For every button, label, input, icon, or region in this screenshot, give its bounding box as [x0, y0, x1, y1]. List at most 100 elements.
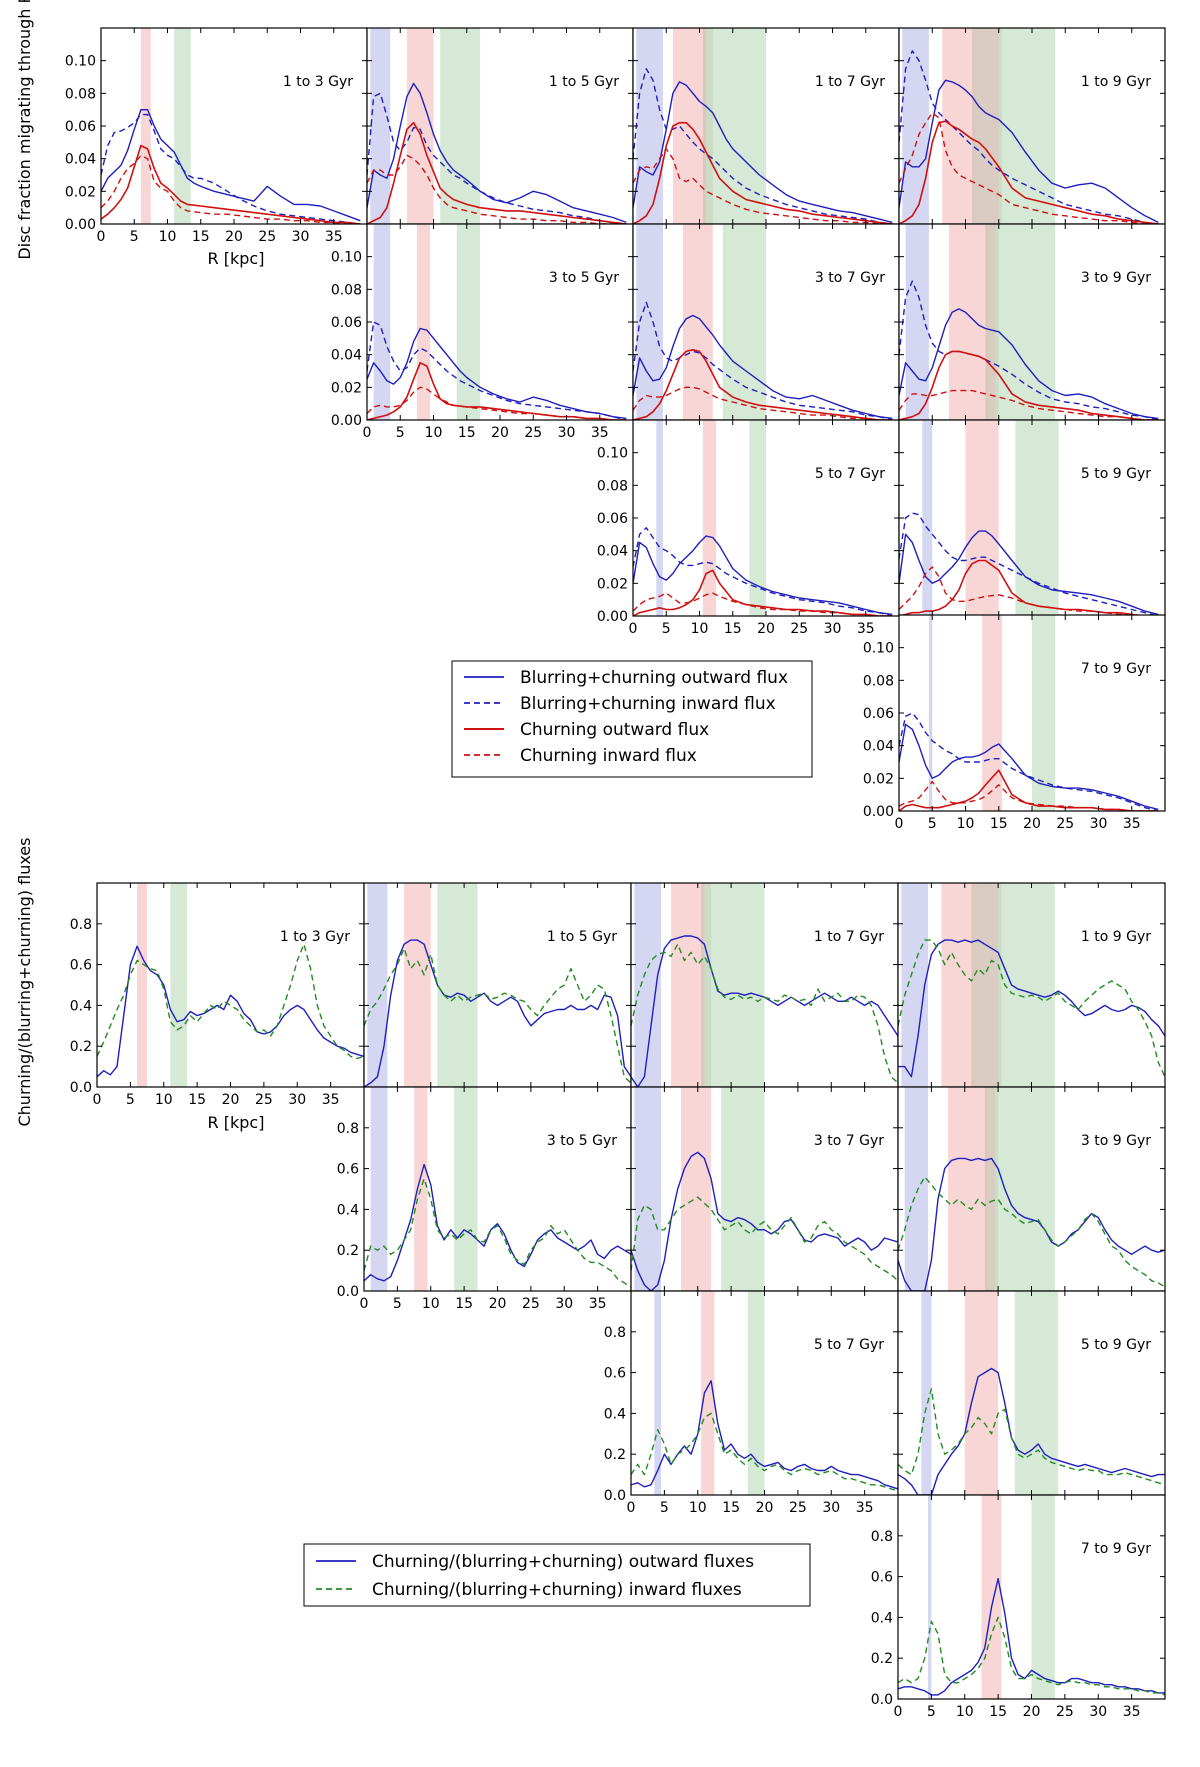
- series-line-blue-solid: [899, 79, 1159, 224]
- x-tick-label: 30: [824, 621, 842, 637]
- y-tick-label: 0.10: [863, 641, 894, 657]
- y-tick-label: 0.0: [604, 1488, 626, 1504]
- series-line-green-dashed: [898, 939, 1165, 1078]
- panel-plot-area: [631, 883, 898, 1087]
- x-tick-label: 5: [393, 1296, 402, 1312]
- y-tick-label: 0.8: [70, 917, 92, 933]
- legend-label: Churning outward flux: [520, 720, 709, 740]
- x-tick-label: 5: [130, 229, 139, 245]
- y-tick-label: 0.02: [331, 380, 362, 396]
- x-tick-label: 30: [288, 1092, 306, 1108]
- series-line-blue-solid: [633, 81, 893, 224]
- blue-region-band: [654, 1291, 662, 1495]
- x-tick-label: 30: [822, 1500, 840, 1516]
- x-tick-label: 20: [225, 229, 243, 245]
- panel-plot-area: [898, 1087, 1165, 1291]
- series-line-red-solid: [633, 348, 893, 420]
- y-tick-label: 0.8: [337, 1121, 359, 1137]
- series-line-blue-solid: [633, 535, 893, 616]
- blue-region-band: [922, 420, 933, 616]
- y-tick-label: 0.0: [871, 1692, 893, 1708]
- panel-plot-area: [898, 1495, 1165, 1699]
- top-panel-grid: 0 5 10 15 20 25 30 35 0.00 0.02 0.04 0.06 0.08 0.10 1 …: [65, 27, 1166, 832]
- red-region-band: [981, 1495, 1002, 1699]
- green-region-band: [1032, 615, 1056, 811]
- y-tick-label: 0.8: [604, 1325, 626, 1341]
- blue-region-band: [370, 1087, 388, 1291]
- legend-label: Churning/(blurring+churning) inward flux…: [372, 1580, 742, 1600]
- y-tick-label: 0.2: [604, 1447, 626, 1463]
- panel-plot-area: [899, 615, 1159, 811]
- x-tick-label: 5: [662, 621, 671, 637]
- panel-label: 5 to 9 Gyr: [1081, 1337, 1151, 1353]
- red-region-band: [702, 420, 717, 616]
- x-tick-label: 25: [789, 1500, 807, 1516]
- y-tick-label: 0.6: [337, 1162, 359, 1178]
- series-line-blue-solid: [367, 82, 627, 224]
- x-tick-label: 25: [258, 229, 276, 245]
- y-tick-label: 0.8: [871, 1529, 893, 1545]
- series-line-green-dashed: [631, 1196, 898, 1282]
- green-region-band: [437, 883, 478, 1087]
- y-tick-label: 0.00: [597, 609, 628, 625]
- x-tick-label: 20: [756, 1500, 774, 1516]
- y-tick-label: 0.2: [337, 1243, 359, 1259]
- series-line-green-dashed: [898, 1616, 1165, 1696]
- x-tick-label: 15: [458, 425, 476, 441]
- x-tick-label: 25: [522, 1296, 540, 1312]
- panel-label: 5 to 7 Gyr: [815, 466, 885, 482]
- blue-region-band: [634, 1087, 662, 1291]
- y-tick-label: 0.04: [65, 152, 96, 168]
- x-tick-label: 10: [689, 1500, 707, 1516]
- panel-f1-3-5: 0 5 10 15 20 25 30 35 0.00 0.02 0.04 0.06 0.08 0.10 3 …: [331, 223, 634, 441]
- legend-label: Churning/(blurring+churning) outward flu…: [372, 1552, 754, 1572]
- red-region-band: [942, 28, 976, 224]
- series-line-red-dashed: [899, 566, 1159, 616]
- series-line-red-solid: [367, 121, 627, 224]
- panel-plot-area: [633, 420, 893, 616]
- series-line-blue-solid: [101, 108, 361, 222]
- panel-label: 1 to 5 Gyr: [547, 929, 617, 945]
- series-line-red-dashed: [633, 148, 893, 224]
- blue-region-band: [367, 883, 388, 1087]
- top-ylabel: Disc fraction migrating through R: [15, 0, 34, 260]
- x-tick-label: 15: [989, 1704, 1007, 1720]
- top-legend-frame: [451, 660, 813, 778]
- panel-label: 1 to 3 Gyr: [280, 929, 350, 945]
- x-tick-label: 5: [660, 1500, 669, 1516]
- green-region-band: [721, 1087, 765, 1291]
- panel-label: 7 to 9 Gyr: [1081, 661, 1151, 677]
- red-region-band: [416, 224, 431, 420]
- x-tick-label: 10: [155, 1092, 173, 1108]
- series-line-red-dashed: [633, 386, 893, 420]
- x-tick-label: 25: [1056, 1704, 1074, 1720]
- red-region-band: [137, 883, 148, 1087]
- legend-label: Blurring+churning outward flux: [520, 668, 788, 688]
- panel-label: 1 to 7 Gyr: [815, 74, 885, 90]
- x-tick-label: 35: [591, 425, 609, 441]
- panel-label: 7 to 9 Gyr: [1081, 1541, 1151, 1557]
- panel-plot-area: [899, 420, 1159, 616]
- x-tick-label: 20: [491, 425, 509, 441]
- y-tick-label: 0.4: [337, 1202, 359, 1218]
- y-tick-label: 0.04: [331, 348, 362, 364]
- panel-f2-5-7: 0 5 10 15 20 25 30 35 0.0 0.2 0.4 0.6 0.8 5 to 7 Gyr: [604, 1290, 899, 1516]
- y-tick-label: 0.4: [604, 1406, 626, 1422]
- panel-plot-area: [633, 28, 893, 224]
- series-line-red-solid: [899, 350, 1159, 420]
- series-line-blue-dashed: [899, 712, 1159, 811]
- series-line-blue-solid: [899, 530, 1159, 616]
- panel-label: 3 to 5 Gyr: [547, 1133, 617, 1149]
- green-region-band: [174, 28, 191, 224]
- panel-plot-area: [364, 883, 631, 1087]
- panel-f2-1-5: 1 to 5 Gyr: [363, 882, 632, 1088]
- y-tick-label: 0.04: [597, 544, 628, 560]
- legend-label: Churning inward flux: [520, 746, 697, 766]
- panel-f2-1-9: 1 to 9 Gyr: [897, 882, 1166, 1088]
- panel-plot-area: [898, 883, 1165, 1087]
- x-tick-label: 10: [425, 425, 443, 441]
- panel-f2-3-5: 0 5 10 15 20 25 30 35 0.0 0.2 0.4 0.6 0.8 3 to 5 Gyr: [337, 1086, 632, 1312]
- green-region-band: [749, 420, 766, 616]
- series-line-blue-solid: [899, 308, 1159, 420]
- panel-label: 1 to 7 Gyr: [814, 929, 884, 945]
